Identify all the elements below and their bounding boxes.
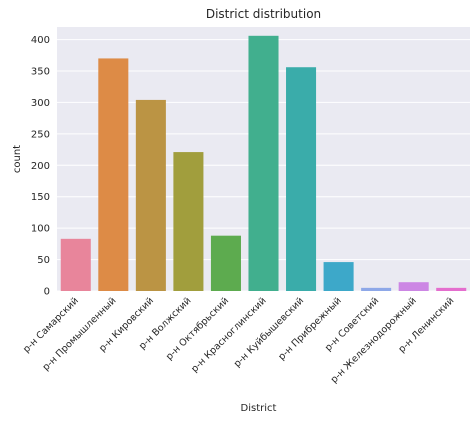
bar [248,35,279,291]
y-tick-label: 50 [37,255,50,266]
y-tick-label: 100 [31,224,50,235]
y-axis-label: count [12,145,23,173]
chart-title: District distribution [206,7,321,21]
bars [60,35,467,292]
y-tick-label: 200 [31,161,50,172]
x-tick-label: р-н Куйбышевский [232,295,306,369]
bar [286,67,317,291]
x-tick-label: р-н Промышленный [41,295,119,373]
bar [398,282,429,291]
bar [323,262,354,291]
bar [98,58,129,291]
y-tick-label: 150 [31,192,50,203]
bar [436,287,467,291]
bar [210,235,241,291]
x-tick-label: р-н Октябрьский [164,295,231,362]
x-tick-label: р-н Красноглинский [189,295,268,374]
x-axis-label: District [241,403,277,414]
x-tick-label: р-н Прибрежный [276,295,343,362]
y-tick-label: 0 [44,287,50,298]
y-tick-label: 350 [31,67,50,78]
y-tick-label: 400 [31,35,50,46]
bar [60,238,91,291]
y-tick-label: 300 [31,98,50,109]
bar [135,99,166,292]
bar [173,152,204,291]
y-tick-label: 250 [31,129,50,140]
bar [361,287,392,291]
y-tick-labels: 0 50 100 150 200 250 300 350 400 [31,35,50,297]
